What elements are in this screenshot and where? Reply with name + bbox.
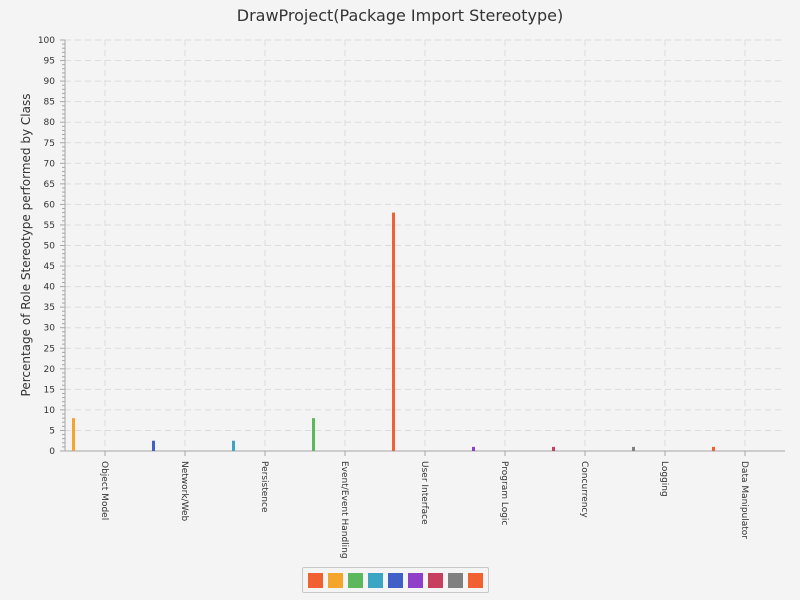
x-tick-label: Event/Event Handling [339,461,349,559]
bar [152,440,155,451]
bar [312,418,315,451]
y-tick-label: 15 [44,385,55,395]
x-tick-label: Object Model [99,461,109,520]
legend-swatch [368,572,383,588]
y-tick-label: 95 [44,57,55,67]
y-tick-label: 30 [44,324,56,334]
legend-swatch [408,572,423,588]
y-tick-label: 25 [44,344,55,354]
chart-title: DrawProject(Package Import Stereotype) [236,6,564,25]
axes [60,39,785,456]
x-tick-label: Persistence [259,461,269,513]
y-tick-label: 10 [44,406,56,416]
grid-lines [65,39,785,451]
x-tick-label: Data Manipulator [739,461,749,539]
bar [232,440,235,451]
bar [552,446,555,451]
x-tick-label: Network/Web [179,461,189,522]
x-tick-label: Program Logic [499,461,509,525]
y-tick-label: 0 [49,447,55,457]
bar [712,446,715,451]
y-tick-label: 50 [44,242,56,252]
y-tick-label: 75 [44,139,55,149]
legend-swatch [448,572,463,588]
y-tick-label: 55 [44,221,55,231]
bar [472,446,475,451]
legend-swatch [468,572,483,588]
legend-swatch [348,572,363,588]
x-tick-label: Concurrency [579,461,589,518]
y-axis-title: Percentage of Role Stereotype performed … [19,94,33,397]
y-tick-label: 40 [44,283,56,293]
legend-swatch [388,572,403,588]
y-tick-label: 70 [44,159,56,169]
bar [632,446,635,451]
legend-swatch [328,572,343,588]
bar [72,418,75,451]
bar [392,212,395,451]
y-tick-label: 45 [44,262,55,272]
y-tick-label: 100 [38,36,55,46]
legend-swatch [428,572,443,588]
y-tick-label: 60 [44,200,56,210]
y-tick-label: 5 [49,426,55,436]
y-tick-label: 80 [44,118,56,128]
y-tick-label: 65 [44,180,55,190]
x-tick-label: User Interface [419,461,429,525]
axis-labels: 0 5 10 15 20 25 30 35 40 45 50 55 60 65 70 75 80 85 90 95 10… [38,36,749,559]
y-tick-label: 20 [44,365,56,375]
y-tick-label: 90 [44,77,56,87]
y-tick-label: 35 [44,303,55,313]
legend [302,567,489,593]
legend-swatch [308,572,323,588]
x-tick-label: Logging [659,461,669,497]
y-tick-label: 85 [44,98,55,108]
bars [72,212,715,451]
